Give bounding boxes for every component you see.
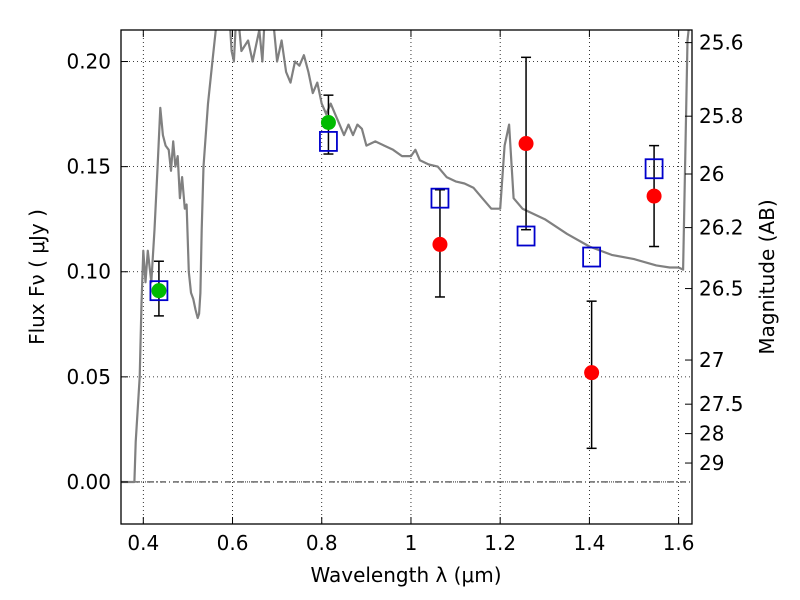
x-axis-label: Wavelength λ (μm) (310, 563, 501, 587)
y-tick-label: 0.20 (66, 50, 111, 74)
right-tick-label: 27 (699, 348, 724, 372)
right-tick-label: 26 (699, 162, 724, 186)
model-photometry-point (319, 131, 338, 152)
x-axis: 0.4 0.6 0.8 1 1.2 1.4 1.6 (127, 30, 695, 555)
x-tick-label: 1.4 (573, 531, 605, 555)
sed-model-line (121, 30, 690, 484)
data-point (432, 236, 448, 252)
data-point (518, 136, 534, 152)
model-photometry-point (582, 246, 602, 268)
x-tick-label: 0.8 (306, 531, 338, 555)
data-point (584, 365, 600, 381)
y-tick-label: 0.10 (66, 260, 111, 284)
model-photometry-point (149, 280, 169, 302)
right-axis: 25.6 25.8 26 26.2 26.5 27 27.5 28 29 (685, 31, 744, 475)
x-tick-label: 1 (405, 531, 418, 555)
data-point (320, 114, 336, 130)
y-tick-label: 0.15 (66, 155, 111, 179)
x-tick-label: 1.6 (663, 531, 695, 555)
model-photometry-point (430, 187, 450, 209)
right-tick-label: 26.2 (699, 216, 744, 240)
marker-group (149, 114, 664, 381)
right-tick-label: 27.5 (699, 392, 744, 416)
y-tick-label: 0.00 (66, 470, 111, 494)
right-tick-label: 29 (699, 451, 724, 475)
plot-background (121, 30, 692, 524)
sed-model-group (121, 30, 690, 484)
y-tick-label: 0.05 (66, 365, 111, 389)
data-point (646, 188, 662, 204)
model-photometry-point (516, 225, 536, 247)
right-tick-label: 25.8 (699, 104, 744, 128)
right-tick-label: 26.5 (699, 277, 744, 301)
right-tick-label: 25.6 (699, 31, 744, 55)
right-tick-label: 28 (699, 422, 724, 446)
x-tick-label: 0.6 (217, 531, 249, 555)
data-point (151, 283, 167, 299)
y-axis-label: Flux Fν ( μJy ) (25, 209, 49, 345)
model-photometry-point (644, 158, 664, 180)
plot-frame (120, 29, 693, 525)
right-axis-label: Magnitude (AB) (755, 199, 779, 354)
x-tick-label: 1.2 (484, 531, 516, 555)
y-axis: 0.00 0.05 0.10 0.15 0.20 (66, 50, 128, 494)
x-tick-label: 0.4 (127, 531, 159, 555)
